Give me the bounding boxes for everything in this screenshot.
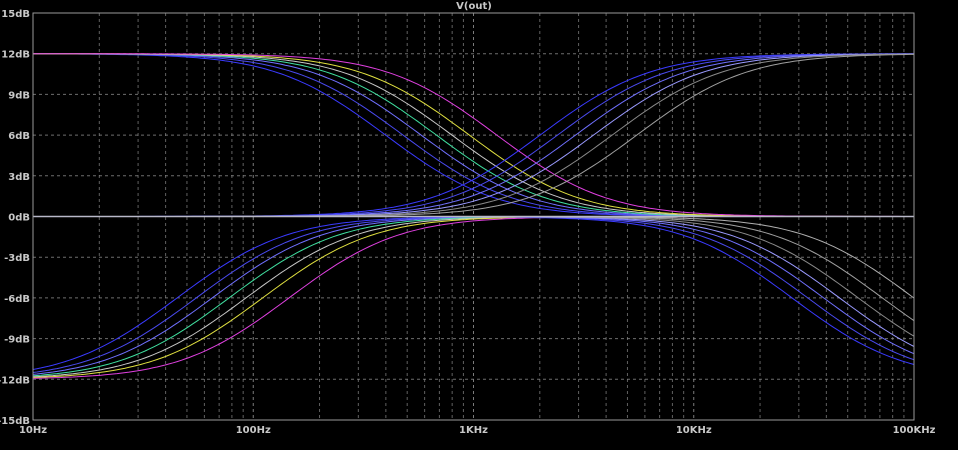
y-tick-label: 0dB bbox=[8, 213, 30, 224]
plot-title: V(out) bbox=[456, 1, 492, 12]
x-tick-label: 10Hz bbox=[19, 425, 47, 436]
y-tick-label: 12dB bbox=[1, 50, 30, 61]
x-tick-label: 100KHz bbox=[893, 425, 936, 436]
traces bbox=[32, 53, 915, 379]
tick-labels: 15dB 12dB 9dB 6dB 3dB 0dB -3dB -6dB -9dB -12dB -15… bbox=[0, 9, 936, 436]
x-tick-label: 1KHz bbox=[459, 425, 488, 436]
y-tick-label: -9dB bbox=[4, 335, 30, 346]
y-tick-label: 15dB bbox=[1, 9, 30, 20]
y-tick-label: 6dB bbox=[8, 131, 30, 142]
y-tick-label: -6dB bbox=[4, 294, 30, 305]
plot-frame bbox=[32, 12, 915, 421]
y-tick-label: 9dB bbox=[8, 90, 30, 101]
y-tick-label: -15dB bbox=[0, 416, 30, 427]
x-tick-label: 100Hz bbox=[236, 425, 271, 436]
x-tick-label: 10KHz bbox=[676, 425, 712, 436]
trace-lowshelf_boost-7 bbox=[33, 53, 914, 217]
y-tick-label: -12dB bbox=[0, 375, 30, 386]
y-tick-label: 3dB bbox=[8, 172, 30, 183]
grid bbox=[32, 13, 914, 420]
y-tick-label: -3dB bbox=[4, 253, 30, 264]
